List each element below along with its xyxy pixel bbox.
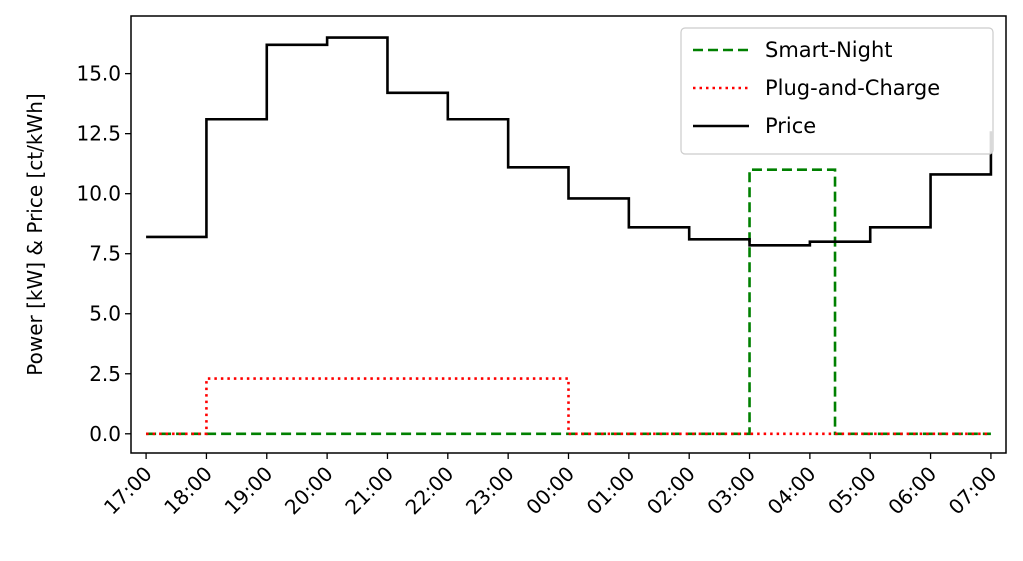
x-tick-label: 17:00	[99, 462, 157, 520]
x-tick-label: 02:00	[642, 462, 700, 520]
legend-label: Price	[765, 114, 816, 138]
series-layer	[146, 36, 993, 436]
x-tick-label: 06:00	[883, 462, 941, 520]
y-axis: 0.0 2.5 5.0 7.5 10.0 12.5 15.0	[76, 62, 131, 446]
x-tick-label: 21:00	[340, 462, 398, 520]
y-tick-label: 0.0	[89, 422, 121, 446]
x-tick-label: 20:00	[280, 462, 338, 520]
x-tick-label: 23:00	[461, 462, 519, 520]
legend: Smart-Night Plug-and-Charge Price	[680, 27, 994, 155]
legend-box	[680, 27, 994, 155]
y-tick-label: 2.5	[89, 362, 121, 386]
x-tick-label: 00:00	[521, 462, 579, 520]
x-tick-label: 05:00	[823, 462, 881, 520]
x-axis: 17:00 18:00 19:00 20:00 21:00 22:00 23:00 00:00…	[99, 453, 1002, 520]
series-line-price	[146, 36, 993, 247]
x-tick-label: 07:00	[944, 462, 1002, 520]
series-line-smart-night	[146, 168, 991, 436]
y-tick-label: 15.0	[76, 62, 121, 86]
x-tick-label: 19:00	[220, 462, 278, 520]
legend-label: Smart-Night	[765, 38, 893, 62]
y-tick-label: 10.0	[76, 182, 121, 206]
x-tick-label: 04:00	[763, 462, 821, 520]
x-tick-label: 01:00	[582, 462, 640, 520]
y-axis-label: Power [kW] & Price [ct/kWh]	[23, 93, 47, 375]
series-line-plug-and-charge	[146, 377, 991, 436]
y-tick-label: 12.5	[76, 122, 121, 146]
y-tick-label: 5.0	[89, 302, 121, 326]
y-tick-label: 7.5	[89, 242, 121, 266]
x-tick-label: 18:00	[159, 462, 217, 520]
legend-label: Plug-and-Charge	[765, 76, 940, 100]
x-tick-label: 22:00	[401, 462, 459, 520]
x-tick-label: 03:00	[702, 462, 760, 520]
